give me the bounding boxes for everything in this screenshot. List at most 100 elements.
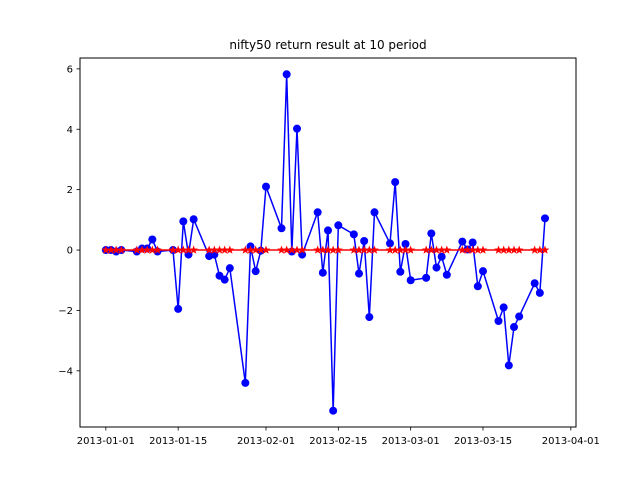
series-1-point-37: [364, 245, 374, 254]
series-0-point-17: [220, 275, 229, 284]
series-1-point-8: [153, 245, 162, 254]
series-1-point-49: [457, 245, 467, 254]
series-1-point-60: [535, 245, 545, 254]
series-1-point-41: [395, 245, 405, 254]
series-0-point-44: [422, 273, 431, 282]
y-tick-label-0: −4: [58, 366, 73, 377]
series-1-point-28: [297, 245, 307, 254]
series-1-point-40: [390, 245, 400, 254]
series-0-point-54: [494, 317, 503, 326]
series-1-point-23: [261, 245, 271, 254]
series-0-point-10: [174, 304, 183, 313]
series-1-point-48: [442, 245, 452, 254]
x-tick-label-6: 2013-04-01: [542, 436, 600, 447]
series-1-point-34: [349, 245, 359, 254]
series-0-point-13: [189, 215, 198, 224]
chart-title: nifty50 return result at 10 period: [229, 38, 426, 52]
series-0-point-60: [535, 288, 544, 297]
series-1-point-55: [499, 245, 509, 254]
series-0-point-52: [473, 282, 482, 291]
series-1-point-51: [468, 245, 478, 254]
series-0-point-58: [515, 312, 524, 321]
series-1-point-39: [385, 245, 395, 254]
series-0-point-19: [241, 378, 250, 387]
series-1-point-58: [514, 245, 524, 254]
series-0-point-30: [318, 268, 327, 277]
series-1-point-61: [540, 245, 550, 254]
series-0-point-11: [179, 217, 188, 226]
x-tick-label-1: 2013-01-15: [149, 436, 207, 447]
series-0-point-32: [329, 406, 338, 415]
series-0-point-24: [277, 224, 286, 233]
series-0-point-23: [262, 182, 270, 191]
y-tick-label-2: 0: [67, 246, 73, 257]
series-0-point-43: [406, 276, 415, 285]
series-1-point-52: [473, 245, 483, 254]
y-tick-label-3: 2: [67, 185, 73, 196]
series-1-point-57: [509, 245, 519, 254]
series-1-point-42: [401, 245, 410, 254]
series-0-point-38: [370, 208, 379, 217]
series-1-point-29: [313, 245, 323, 254]
series-1-point-0: [101, 245, 111, 254]
series-1-point-14: [204, 245, 214, 254]
x-tick-label-5: 2013-03-15: [454, 436, 512, 447]
series-0-point-49: [458, 237, 467, 246]
series-1-point-32: [328, 245, 338, 254]
series-1-point-35: [354, 245, 364, 254]
series-1-point-22: [256, 245, 266, 254]
series-1-point-54: [494, 245, 503, 254]
series-0-point-42: [401, 240, 410, 249]
x-tick-label-3: 2013-02-15: [309, 436, 367, 447]
series-0-point-59: [530, 279, 539, 288]
x-tick-label-2: 2013-02-01: [237, 436, 295, 447]
series-1-point-6: [142, 245, 152, 254]
series-1-point-53: [478, 245, 488, 254]
series-1-point-47: [437, 245, 447, 254]
axes: 2013-01-01 2013-01-15 2013-02-01 2013-02-15…: [58, 64, 600, 447]
series-0-point-27: [293, 124, 301, 133]
series-0-point-57: [510, 323, 518, 332]
series-1-point-24: [277, 245, 286, 254]
series-1-point-3: [116, 245, 126, 254]
series-0-point-36: [360, 236, 369, 245]
series-1-point-27: [292, 245, 302, 254]
series-0-point-35: [355, 269, 363, 278]
series-1-point-12: [184, 245, 193, 254]
series-0-point-21: [251, 267, 260, 276]
series-1-point-19: [240, 245, 250, 254]
series-1-point-15: [209, 245, 219, 254]
series-0-point-61: [541, 214, 549, 223]
series-1-point-9: [168, 245, 178, 254]
series-1-point-33: [333, 245, 343, 254]
series-1-point-13: [189, 245, 199, 254]
series-0-point-51: [468, 238, 477, 247]
series-1-point-21: [251, 245, 261, 254]
x-tick-label-0: 2013-01-01: [77, 436, 135, 447]
series-1-point-7: [147, 245, 157, 254]
series-0-point-40: [391, 178, 400, 187]
series-0-point-33: [334, 221, 343, 230]
series-1-point-2: [111, 245, 121, 254]
series-1-point-38: [370, 245, 379, 254]
series-1-point-50: [463, 245, 472, 254]
y-tick-label-5: 6: [67, 64, 73, 75]
series-1-point-31: [323, 245, 333, 254]
series-0-point-39: [386, 239, 394, 248]
series-1-point-59: [530, 245, 540, 254]
series-1-point-17: [220, 245, 230, 254]
series-0-point-29: [313, 208, 322, 217]
series-0-point-41: [396, 267, 405, 276]
series-0-point-18: [225, 264, 234, 273]
series-0-point-53: [479, 267, 487, 276]
series-0-point-47: [437, 252, 446, 261]
series-0-point-48: [442, 270, 451, 279]
series-1-point-10: [173, 245, 183, 254]
series-0-point-55: [499, 303, 508, 312]
series-1-point-5: [137, 245, 147, 254]
series-1-point-4: [132, 245, 142, 254]
series-0-point-45: [427, 229, 436, 238]
series-0-point-25: [282, 70, 291, 79]
series-1-point-25: [282, 245, 292, 254]
